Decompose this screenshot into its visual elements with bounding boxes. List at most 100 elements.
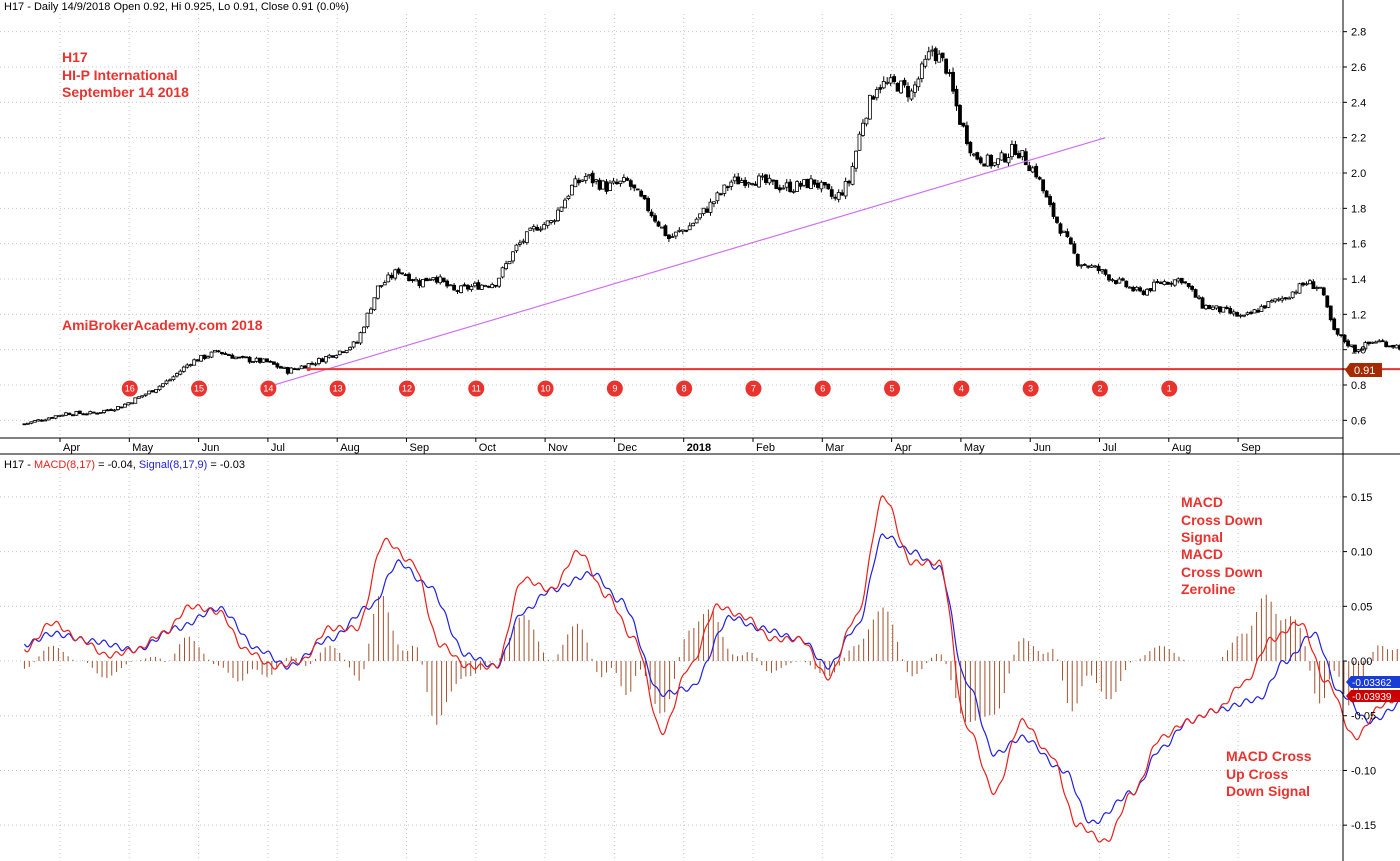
x-tick-label: Feb	[756, 442, 775, 454]
candle-body	[299, 365, 304, 370]
candle-body	[1037, 177, 1042, 180]
candle-body	[791, 190, 796, 193]
candle-body	[431, 277, 436, 281]
candle-body	[1245, 312, 1250, 315]
candle-body	[774, 179, 779, 190]
signal-tag-value: -0.03362	[1352, 678, 1392, 689]
candle-body	[493, 284, 498, 287]
count-marker	[606, 380, 623, 397]
candle-body	[393, 269, 398, 279]
candle-body	[989, 154, 994, 167]
price-y-tick-label: 2.4	[1351, 97, 1366, 109]
macd-header-ticker: H17	[4, 459, 24, 471]
candle-body	[569, 184, 574, 196]
candle-body	[781, 187, 786, 190]
candle-body	[1204, 304, 1208, 310]
candle-body	[237, 356, 242, 359]
candle-body	[576, 179, 581, 184]
candle-body	[247, 356, 252, 363]
candle-body	[802, 179, 806, 186]
candle-body	[1308, 280, 1312, 285]
candle-body	[1214, 305, 1219, 309]
candle-body	[982, 163, 987, 167]
candle-body	[140, 395, 145, 398]
support-line-anchor	[306, 367, 311, 372]
candle-body	[743, 179, 748, 186]
candle-body	[829, 189, 834, 197]
count-marker-label: 11	[472, 384, 481, 394]
candle-body	[1100, 269, 1104, 272]
count-marker	[121, 380, 138, 397]
candle-body	[32, 420, 37, 423]
candle-body	[1048, 196, 1052, 206]
candle-body	[1197, 296, 1201, 299]
annotation-title-1: H17	[62, 49, 88, 65]
candle-body	[1120, 278, 1125, 281]
candle-body	[899, 80, 903, 94]
candle-body	[1332, 318, 1337, 330]
candle-body	[1349, 344, 1354, 347]
candle-body	[670, 236, 675, 238]
candle-body	[202, 354, 207, 360]
candle-body	[940, 52, 945, 59]
candle-body	[95, 412, 100, 415]
candle-body	[518, 242, 522, 245]
candle-body	[1221, 306, 1226, 313]
candle-body	[538, 228, 543, 231]
candle-body	[1346, 340, 1350, 347]
candle-body	[1325, 295, 1330, 308]
macd-y-tick-label: 0.10	[1351, 547, 1372, 559]
count-marker-label: 8	[682, 384, 687, 394]
candle-body	[1290, 291, 1295, 299]
candle-body	[258, 357, 262, 363]
candle-body	[1103, 269, 1108, 275]
candle-body	[1113, 280, 1118, 284]
candle-body	[275, 363, 280, 368]
candle-body	[1335, 328, 1340, 335]
candle-body	[677, 229, 682, 232]
candle-body	[119, 406, 124, 409]
candle-body	[102, 409, 107, 413]
macd-note-2-line-2: Up Cross	[1226, 766, 1288, 782]
candle-body	[372, 297, 377, 311]
candle-body	[809, 178, 813, 190]
candle-body	[777, 187, 782, 191]
candle-body	[656, 221, 661, 227]
count-marker	[676, 380, 693, 397]
x-tick-label: Jul	[271, 442, 285, 454]
candle-body	[303, 365, 307, 369]
candle-body	[414, 278, 418, 282]
macd-note-1-line-5: Cross Down	[1181, 564, 1263, 580]
macd-lines	[23, 494, 1400, 843]
candle-body	[365, 312, 370, 328]
candle-body	[369, 308, 373, 314]
candle-body	[1360, 348, 1364, 351]
candle-body	[1384, 341, 1389, 348]
price-y-tick-label: 2.2	[1351, 133, 1366, 145]
candle-body	[646, 198, 651, 212]
candle-body	[1235, 312, 1240, 317]
candle-body	[1145, 288, 1149, 296]
annotation-title-3: September 14 2018	[62, 84, 189, 100]
candle-body	[895, 82, 900, 92]
candle-body	[531, 226, 536, 230]
candle-body	[81, 413, 86, 416]
candle-body	[528, 227, 533, 231]
candle-body	[1096, 265, 1101, 272]
candle-body	[341, 351, 346, 354]
candle-body	[1321, 287, 1326, 296]
x-tick-label: Sep	[410, 442, 430, 454]
candle-body	[1093, 265, 1098, 268]
candle-body	[1058, 223, 1063, 234]
candle-body	[192, 359, 197, 366]
candle-body	[265, 358, 269, 363]
candle-body	[583, 176, 588, 181]
candle-body	[1148, 288, 1153, 292]
candle-body	[930, 49, 935, 52]
candle-body	[556, 209, 560, 222]
candle-body	[386, 274, 391, 283]
candle-body	[1016, 153, 1021, 159]
count-marker-label: 3	[1028, 384, 1033, 394]
candle-body	[985, 154, 990, 167]
